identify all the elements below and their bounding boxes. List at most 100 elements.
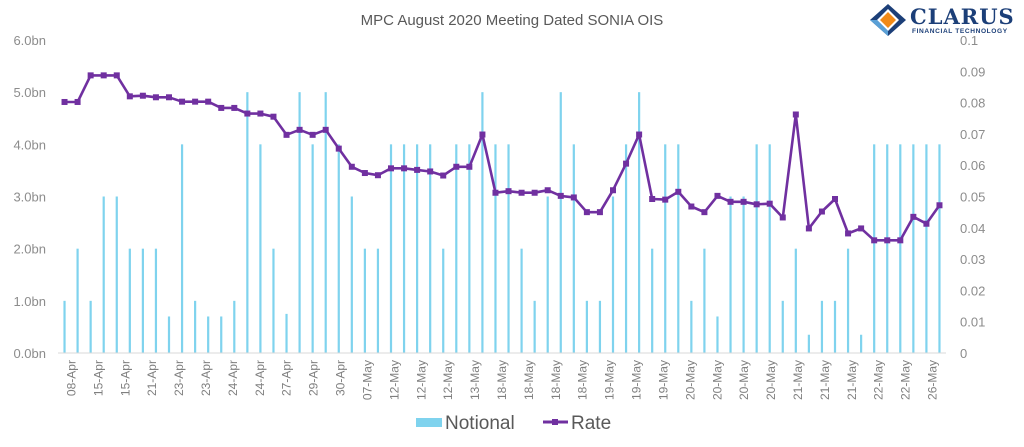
x-tick-label: 08-Apr — [65, 360, 79, 396]
notional-bar — [651, 248, 654, 353]
rate-point — [126, 93, 133, 100]
notional-bar — [572, 144, 575, 353]
rate-point — [257, 110, 264, 117]
notional-bar — [481, 92, 484, 354]
x-tick-label: 20-May — [737, 360, 751, 400]
notional-bar — [376, 248, 380, 353]
rate-point — [688, 203, 695, 210]
rate-point — [479, 131, 486, 138]
rate-line — [61, 72, 943, 244]
rate-point — [610, 187, 616, 194]
rate-point — [662, 196, 669, 203]
x-tick-label: 21-Apr — [145, 360, 159, 396]
y-left-tick-label: 6.0bn — [13, 33, 46, 48]
rate-point — [179, 98, 186, 105]
y-axis-left: 0.0bn 1.0bn 2.0bn 3.0bn 4.0bn 5.0bn 6.0bn — [13, 33, 46, 361]
rate-point — [361, 170, 368, 177]
rate-point — [192, 98, 199, 105]
notional-bar — [507, 144, 510, 353]
rate-point — [570, 194, 577, 201]
x-tick-label: 18-May — [549, 360, 563, 400]
rate-point — [283, 131, 290, 138]
notional-bar — [820, 300, 824, 353]
rate-point — [701, 209, 708, 216]
rate-point — [636, 131, 643, 138]
y-right-tick-label: 0 — [960, 346, 967, 361]
rate-point — [832, 196, 838, 203]
notional-bar — [363, 248, 366, 353]
y-left-tick-label: 3.0bn — [13, 190, 46, 205]
notional-bar — [311, 144, 314, 353]
rate-point — [544, 187, 551, 194]
rate-point — [87, 72, 94, 79]
notional-bar — [429, 144, 432, 353]
notional-bar — [742, 196, 745, 353]
notional-bar — [533, 300, 536, 353]
notional-bar — [233, 300, 236, 353]
x-tick-label: 24-Apr — [253, 360, 267, 396]
notional-bar — [76, 248, 79, 353]
x-tick-label: 20-May — [764, 360, 778, 400]
notional-bar — [703, 248, 706, 353]
notional-bar — [455, 144, 458, 353]
notional-bar — [285, 313, 288, 353]
rate-point — [322, 126, 329, 133]
notional-bar — [611, 196, 615, 353]
x-tick-label: 20-May — [710, 360, 724, 400]
notional-bar — [89, 300, 92, 353]
notional-bar — [402, 144, 406, 353]
rate-point — [792, 111, 799, 118]
notional-bar — [115, 196, 118, 353]
y-left-tick-label: 5.0bn — [13, 85, 46, 100]
x-tick-label: 12-May — [414, 360, 428, 400]
rate-point — [518, 189, 525, 196]
rate-point — [714, 192, 721, 199]
rate-point — [231, 104, 238, 111]
rate-point — [753, 201, 760, 208]
notional-bar — [442, 248, 445, 353]
notional-bar — [664, 144, 667, 353]
notional-bar — [63, 300, 66, 353]
rate-point — [74, 98, 81, 105]
x-tick-label: 21-May — [818, 360, 832, 400]
x-tick-label: 15-Apr — [91, 360, 105, 396]
notional-bar — [716, 316, 719, 353]
rate-point — [858, 225, 865, 232]
notional-bar — [416, 144, 419, 353]
y-left-tick-label: 0.0bn — [13, 346, 46, 361]
x-tick-label: 30-Apr — [334, 360, 348, 396]
x-tick-label: 15-Apr — [118, 360, 132, 396]
rate-point — [374, 172, 381, 179]
rate-point — [152, 94, 159, 101]
clarus-logo: CLARUS FINANCIAL TECHNOLOGY — [870, 4, 1014, 36]
notional-bar — [180, 144, 184, 353]
rate-point — [845, 230, 852, 237]
y-right-tick-label: 0.06 — [960, 158, 985, 173]
y-left-tick-label: 4.0bn — [13, 137, 46, 152]
legend-label-notional: Notional — [445, 413, 515, 434]
notional-bar — [102, 196, 105, 353]
notional-bar — [272, 248, 275, 353]
notional-bar — [912, 144, 915, 353]
x-tick-label: 22-May — [872, 360, 886, 400]
x-tick-label: 18-May — [522, 360, 536, 400]
notional-bar — [781, 300, 784, 353]
notional-bar — [337, 144, 340, 353]
notional-bar — [259, 144, 262, 353]
notional-bar — [154, 248, 158, 353]
rate-point — [531, 189, 538, 196]
rate-point — [466, 163, 473, 170]
notional-bar — [559, 92, 562, 354]
rate-point — [649, 196, 656, 203]
rate-point — [113, 72, 120, 79]
y-right-tick-label: 0.1 — [960, 33, 978, 48]
notional-bar — [886, 144, 889, 353]
rate-point — [740, 198, 747, 205]
notional-bar — [324, 92, 327, 354]
rate-point — [675, 188, 682, 195]
rate-point — [427, 168, 434, 175]
notional-bar — [389, 144, 393, 353]
rate-point — [623, 160, 630, 167]
notional-bar — [873, 144, 876, 353]
notional-bar — [585, 300, 588, 353]
